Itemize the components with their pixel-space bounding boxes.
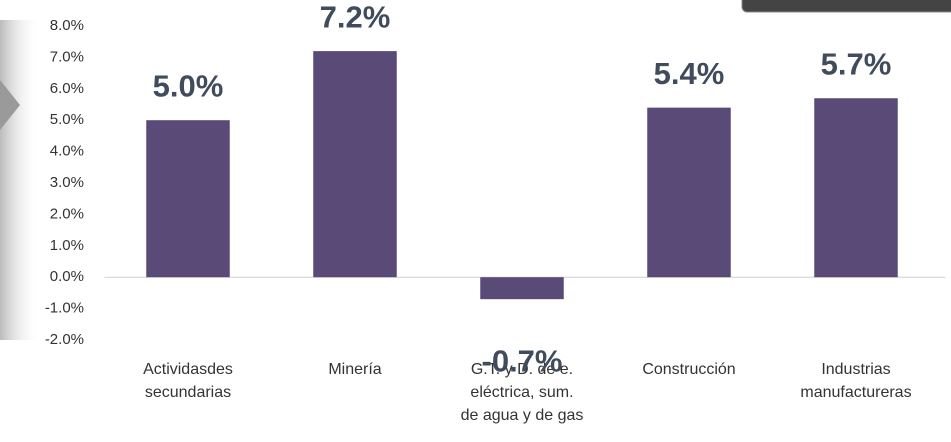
y-tick-label: 8.0%	[50, 17, 84, 34]
x-tick-label: Minería	[328, 361, 381, 378]
x-tick-label: eléctrica, sum.	[470, 384, 573, 401]
bar	[647, 107, 731, 278]
x-tick-label: Construcción	[642, 361, 735, 378]
value-label: 7.2%	[320, 0, 391, 34]
y-tick-label: -1.0%	[45, 300, 84, 317]
bar	[313, 51, 397, 278]
y-tick-label: 7.0%	[50, 48, 84, 65]
bar	[146, 120, 230, 278]
bar	[480, 277, 564, 300]
y-tick-label: 3.0%	[50, 174, 84, 191]
bar	[814, 98, 898, 278]
x-tick-label: manufactureras	[800, 384, 911, 401]
arrow-decoration	[0, 80, 20, 130]
y-tick-label: 6.0%	[50, 80, 84, 97]
corner-box	[741, 0, 951, 13]
y-tick-label: 2.0%	[50, 205, 84, 222]
x-tick-label: Industrias	[821, 361, 890, 378]
x-tick-label: secundarias	[145, 384, 231, 401]
value-label: 5.4%	[654, 56, 725, 91]
value-label: -0.7%	[482, 343, 563, 378]
value-label: 5.0%	[153, 68, 224, 103]
y-tick-label: 1.0%	[50, 237, 84, 254]
y-tick-label: -2.0%	[45, 331, 84, 348]
y-tick-label: 5.0%	[50, 111, 84, 128]
side-decoration	[0, 20, 40, 340]
y-tick-label: 4.0%	[50, 143, 84, 160]
x-tick-label: de agua y de gas	[461, 407, 584, 424]
value-label: 5.7%	[821, 46, 892, 81]
x-tick-label: G.T. y D. de e.	[471, 361, 573, 378]
x-tick-label: Actividasdes	[143, 361, 233, 378]
y-tick-label: 0.0%	[50, 268, 84, 285]
